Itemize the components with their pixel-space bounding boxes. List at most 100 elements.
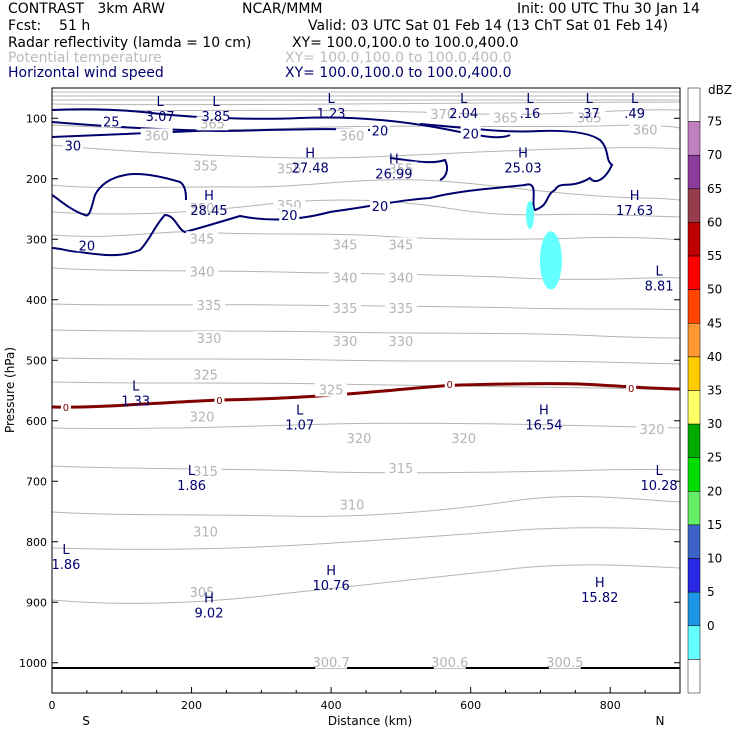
extremum-value: 3.07	[146, 110, 175, 125]
wind-contour-label: 20	[372, 200, 389, 215]
theta-label-bg	[329, 334, 362, 349]
reflectivity-echo	[539, 231, 562, 290]
extremum-marker: L	[327, 92, 335, 107]
theta-label-bg	[186, 231, 219, 246]
extremum-value: 1.86	[51, 558, 80, 573]
y-tick-label: 400	[26, 294, 47, 307]
extremum-marker: L	[655, 464, 663, 479]
colorbar-swatch	[687, 255, 701, 290]
theta-contour-label: 340	[388, 272, 413, 287]
theta-label-bg	[489, 110, 522, 125]
theta-contour-label: 360	[144, 129, 169, 144]
theta-label-bg	[629, 122, 662, 137]
extremum-value: 3.85	[202, 110, 231, 125]
colorbar-swatch	[687, 423, 701, 458]
theta-contour-label: 345	[333, 238, 358, 253]
extremum-marker: H	[204, 591, 214, 606]
y-tick-label: 700	[26, 475, 47, 488]
theta-label-bg	[384, 334, 417, 349]
north-end-label: N	[656, 714, 665, 728]
theta-contour-label: 340	[190, 266, 215, 281]
extremum-marker: L	[212, 95, 220, 110]
extremum-value: 28.45	[190, 204, 227, 219]
theta-label-bg	[384, 461, 417, 476]
extremum-value: 1.33	[121, 395, 150, 410]
theta-contour-label: 330	[197, 332, 222, 347]
freezing-label-bg	[60, 401, 71, 412]
theta-contour-label: 320	[190, 411, 215, 426]
theta-contour-label: 320	[451, 432, 476, 447]
theta-label-bg	[189, 464, 222, 479]
theta-label-bg	[140, 128, 173, 143]
theta-label-bg	[189, 158, 222, 173]
freezing-label-bg	[214, 394, 225, 405]
theta-label-bg	[315, 382, 348, 397]
theta-contour-label: 300.7	[313, 656, 350, 671]
extremum-value: 15.82	[581, 591, 618, 606]
x-axis: 0 200 400 600 800	[49, 687, 646, 712]
colorbar-swatch	[687, 625, 701, 660]
theta-contour-label: 330	[333, 335, 358, 350]
wind-label-bg	[101, 113, 122, 128]
freezing-label-bg	[626, 382, 637, 393]
theta-contour-label: 365	[493, 111, 518, 126]
y-tick-label: 500	[26, 354, 47, 367]
extremum-marker: H	[305, 147, 315, 162]
theta-label-bg	[186, 201, 219, 215]
extremum-value: .16	[520, 107, 541, 122]
colorbar-swatch	[687, 659, 701, 694]
extremum-marker: L	[631, 92, 639, 107]
colorbar-swatch	[687, 524, 701, 559]
extremum-value: 25.03	[504, 162, 541, 177]
field-name-wind: Horizontal wind speed	[8, 65, 164, 81]
colorbar-label: 25	[707, 451, 722, 465]
theta-contour-label: 345	[190, 232, 215, 247]
wind-contour-label: 20	[462, 127, 479, 142]
theta-label-bg	[186, 585, 219, 600]
extremum-marker: H	[204, 189, 214, 204]
theta-label-bg	[273, 161, 306, 176]
colorbar-label: 45	[707, 316, 722, 330]
wind-label-bg	[460, 125, 481, 140]
theta-contour-label: 345	[388, 238, 413, 253]
colorbar-label: 55	[707, 249, 722, 263]
theta-contour-label: 320	[347, 432, 372, 447]
theta-contour-label: 355	[277, 163, 302, 178]
theta-contour-label: 300.6	[431, 656, 468, 671]
x-tick-label: 400	[321, 699, 342, 712]
freezing-level-line	[51, 382, 681, 409]
theta-contour-label: 300.5	[546, 656, 583, 671]
theta-contour-label: 360	[340, 129, 365, 144]
field-xy-wind: XY= 100.0,100.0 to 100.0,400.0	[285, 65, 512, 81]
theta-label-bg	[336, 497, 369, 512]
colorbar-swatch	[687, 591, 701, 627]
model-title: CONTRAST 3km ARW	[8, 1, 166, 17]
theta-contour-label: 310	[193, 526, 218, 541]
center-title: NCAR/MMM	[242, 1, 323, 17]
valid-time: Valid: 03 UTC Sat 01 Feb 14 (13 ChT Sat …	[308, 18, 669, 34]
y-axis-label: Pressure (hPa)	[3, 347, 17, 433]
colorbar-swatch	[687, 87, 701, 122]
extremum-marker: H	[389, 153, 399, 168]
extremum-value: 27.48	[292, 162, 329, 177]
theta-contour-label: 335	[388, 302, 413, 317]
extremum-marker: H	[326, 564, 336, 579]
colorbar-swatch	[687, 188, 701, 223]
theta-contour-label: 330	[388, 335, 413, 350]
extremum-value: 2.04	[449, 107, 478, 122]
theta-contour-label: 365	[200, 117, 225, 132]
y-tick-label: 200	[26, 173, 47, 186]
theta-contour-label: 315	[193, 465, 218, 480]
init-time: Init: 00 UTC Thu 30 Jan 14	[517, 1, 700, 17]
colorbar-label: 30	[707, 417, 722, 431]
extremum-marker: H	[595, 576, 605, 591]
extremum-marker: L	[655, 265, 663, 280]
x-axis-label: Distance (km)	[328, 714, 412, 728]
colorbar-label: 65	[707, 182, 722, 196]
colorbar-label: 50	[707, 283, 722, 297]
freezing-level-label: 0	[63, 403, 69, 414]
colorbar-swatch	[687, 289, 701, 324]
freezing-label-bg	[444, 378, 455, 389]
